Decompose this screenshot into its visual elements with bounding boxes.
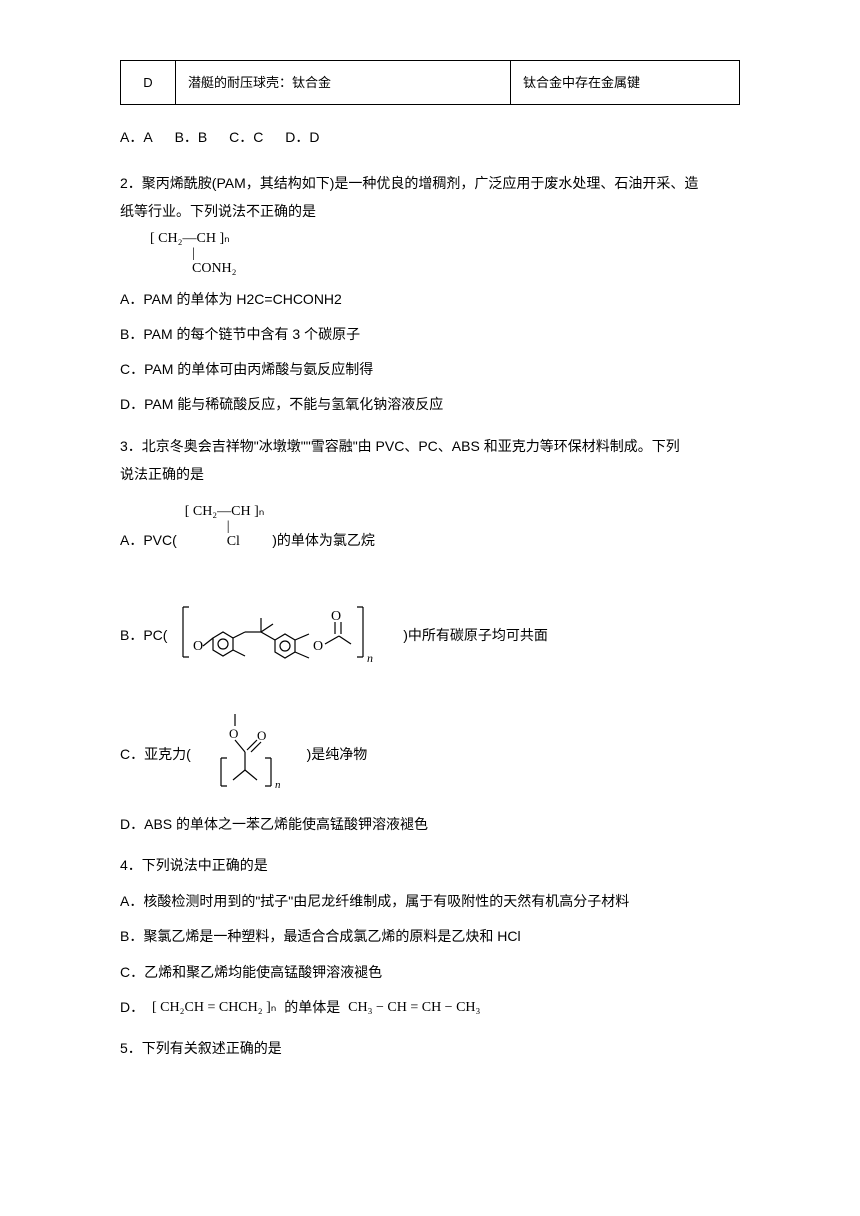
svg-text:O: O — [229, 726, 238, 741]
opt-c: C．C — [229, 129, 263, 145]
question-2: 2．聚丙烯酰胺(PAM，其结构如下)是一种优良的增稠剂，广泛应用于废水处理、石油… — [120, 169, 740, 225]
q4-opt-d: D． [ CH₂CH = CHCH₂ ]ₙ 的单体是 CH₃ − CH = CH… — [120, 995, 740, 1020]
answer-options: A．A B．B C．C D．D — [120, 125, 740, 150]
q4-d-formula-right: CH₃ − CH = CH − CH₃ — [348, 1000, 480, 1015]
q3-stem-line2: 说法正确的是 — [120, 466, 204, 482]
q4-opt-b: B．聚氯乙烯是一种塑料，最适合合成氯乙烯的原料是乙炔和 HCl — [120, 924, 740, 949]
cell-label: D — [121, 61, 176, 105]
table-row: D 潜艇的耐压球壳：钛合金 钛合金中存在金属键 — [120, 60, 740, 105]
q3-a-pre: A．PVC( — [120, 531, 177, 547]
q4-opt-c: C．乙烯和聚乙烯均能使高锰酸钾溶液褪色 — [120, 960, 740, 985]
question-3: 3．北京冬奥会吉祥物"冰墩墩""雪容融"由 PVC、PC、ABS 和亚克力等环保… — [120, 432, 740, 488]
svg-text:O: O — [193, 639, 203, 654]
svg-text:n: n — [367, 651, 373, 665]
q3-b-post: )中所有碳原子均可共面 — [403, 626, 548, 642]
q4-opt-a: A．核酸检测时用到的"拭子"由尼龙纤维制成，属于有吸附性的天然有机高分子材料 — [120, 889, 740, 914]
q3-opt-b: B．PC( O — [120, 592, 740, 680]
svg-text:n: n — [275, 779, 281, 791]
q2-opt-b: B．PAM 的每个链节中含有 3 个碳原子 — [120, 322, 740, 347]
q2-opt-a: A．PAM 的单体为 H2C=CHCONH2 — [120, 287, 740, 312]
q3-opt-a: A．PVC( [ CH₂—CH ]ₙ | Cl )的单体为氯乙烷 — [120, 518, 740, 564]
q3-stem-line1: 3．北京冬奥会吉祥物"冰墩墩""雪容融"由 PVC、PC、ABS 和亚克力等环保… — [120, 438, 680, 454]
svg-text:O: O — [313, 639, 323, 654]
pam-structure: [ CH₂—CH ]ₙ | CONH₂ — [150, 231, 740, 277]
q3-opt-c: C．亚克力( O O n )是纯净物 — [120, 708, 740, 802]
q2-opt-c: C．PAM 的单体可由丙烯酸与氨反应制得 — [120, 357, 740, 382]
question-4: 4．下列说法中正确的是 — [120, 851, 740, 879]
q4-d-pre: D． — [120, 999, 144, 1015]
q3-c-pre: C．亚克力( — [120, 746, 191, 762]
cell-description: 潜艇的耐压球壳：钛合金 — [176, 61, 511, 105]
q4-d-mid: 的单体是 — [284, 999, 340, 1015]
q2-stem-line2: 纸等行业。下列说法不正确的是 — [120, 203, 316, 219]
q3-opt-d: D．ABS 的单体之一苯乙烯能使高锰酸钾溶液褪色 — [120, 812, 740, 837]
q3-b-pre: B．PC( — [120, 626, 167, 642]
q2-stem-line1: 2．聚丙烯酰胺(PAM，其结构如下)是一种优良的增稠剂，广泛应用于废水处理、石油… — [120, 175, 698, 191]
cell-property: 钛合金中存在金属键 — [511, 61, 740, 105]
pvc-structure: [ CH₂—CH ]ₙ | Cl — [185, 504, 265, 550]
q3-c-post: )是纯净物 — [307, 746, 368, 762]
pc-structure: O O — [175, 592, 395, 680]
opt-b: B．B — [175, 129, 208, 145]
svg-text:O: O — [331, 609, 341, 624]
q3-a-post: )的单体为氯乙烷 — [272, 531, 375, 547]
opt-d: D．D — [285, 129, 319, 145]
svg-text:O: O — [257, 728, 266, 743]
question-5: 5．下列有关叙述正确的是 — [120, 1034, 740, 1062]
q4-d-formula-left: [ CH₂CH = CHCH₂ ]ₙ — [152, 1000, 276, 1015]
opt-a: A．A — [120, 129, 153, 145]
acrylic-structure: O O n — [199, 708, 299, 802]
q2-opt-d: D．PAM 能与稀硫酸反应，不能与氢氧化钠溶液反应 — [120, 392, 740, 417]
